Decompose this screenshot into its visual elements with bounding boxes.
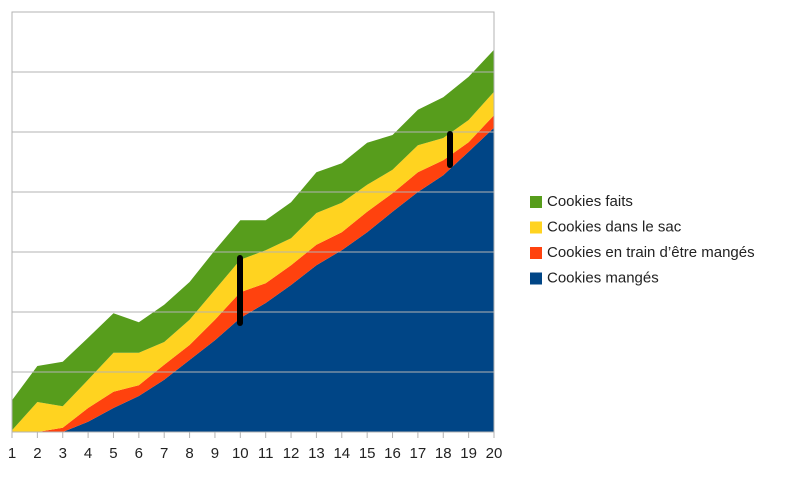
legend-label: Cookies faits xyxy=(547,193,633,210)
legend-swatch xyxy=(530,196,542,208)
area xyxy=(12,91,494,433)
plot-area xyxy=(12,11,494,433)
x-tick-label: 2 xyxy=(33,445,41,462)
legend-label: Cookies en train d’être mangés xyxy=(547,244,755,261)
plot-border xyxy=(11,11,495,433)
x-tick-label: 3 xyxy=(59,445,67,462)
x-tick-label: 8 xyxy=(185,445,193,462)
legend-label: Cookies dans le sac xyxy=(547,218,682,235)
x-tick-label: 16 xyxy=(384,445,401,462)
x-tick-label: 7 xyxy=(160,445,168,462)
x-tick-label: 13 xyxy=(308,445,325,462)
legend-label: Cookies mangés xyxy=(547,269,659,286)
area xyxy=(12,127,494,433)
legend-swatch xyxy=(530,272,542,285)
legend-swatch xyxy=(530,221,542,234)
x-tick-label: 4 xyxy=(84,445,92,462)
x-tick-label: 1 xyxy=(8,445,16,462)
x-tick-label: 20 xyxy=(486,445,503,462)
x-tick-label: 17 xyxy=(410,445,427,462)
x-tick-label: 12 xyxy=(283,445,300,462)
x-tick-label: 9 xyxy=(211,445,219,462)
x-tick-label: 19 xyxy=(460,445,477,462)
x-tick-label: 18 xyxy=(435,445,452,462)
area xyxy=(12,49,494,431)
x-tick-label: 11 xyxy=(258,445,274,462)
legend-swatch xyxy=(530,247,542,259)
x-tick-label: 6 xyxy=(135,445,143,462)
x-tick-label: 15 xyxy=(359,445,376,462)
x-tick-label: 10 xyxy=(232,445,249,462)
x-tick-label: 14 xyxy=(333,445,350,462)
x-tick-label: 5 xyxy=(109,445,117,462)
